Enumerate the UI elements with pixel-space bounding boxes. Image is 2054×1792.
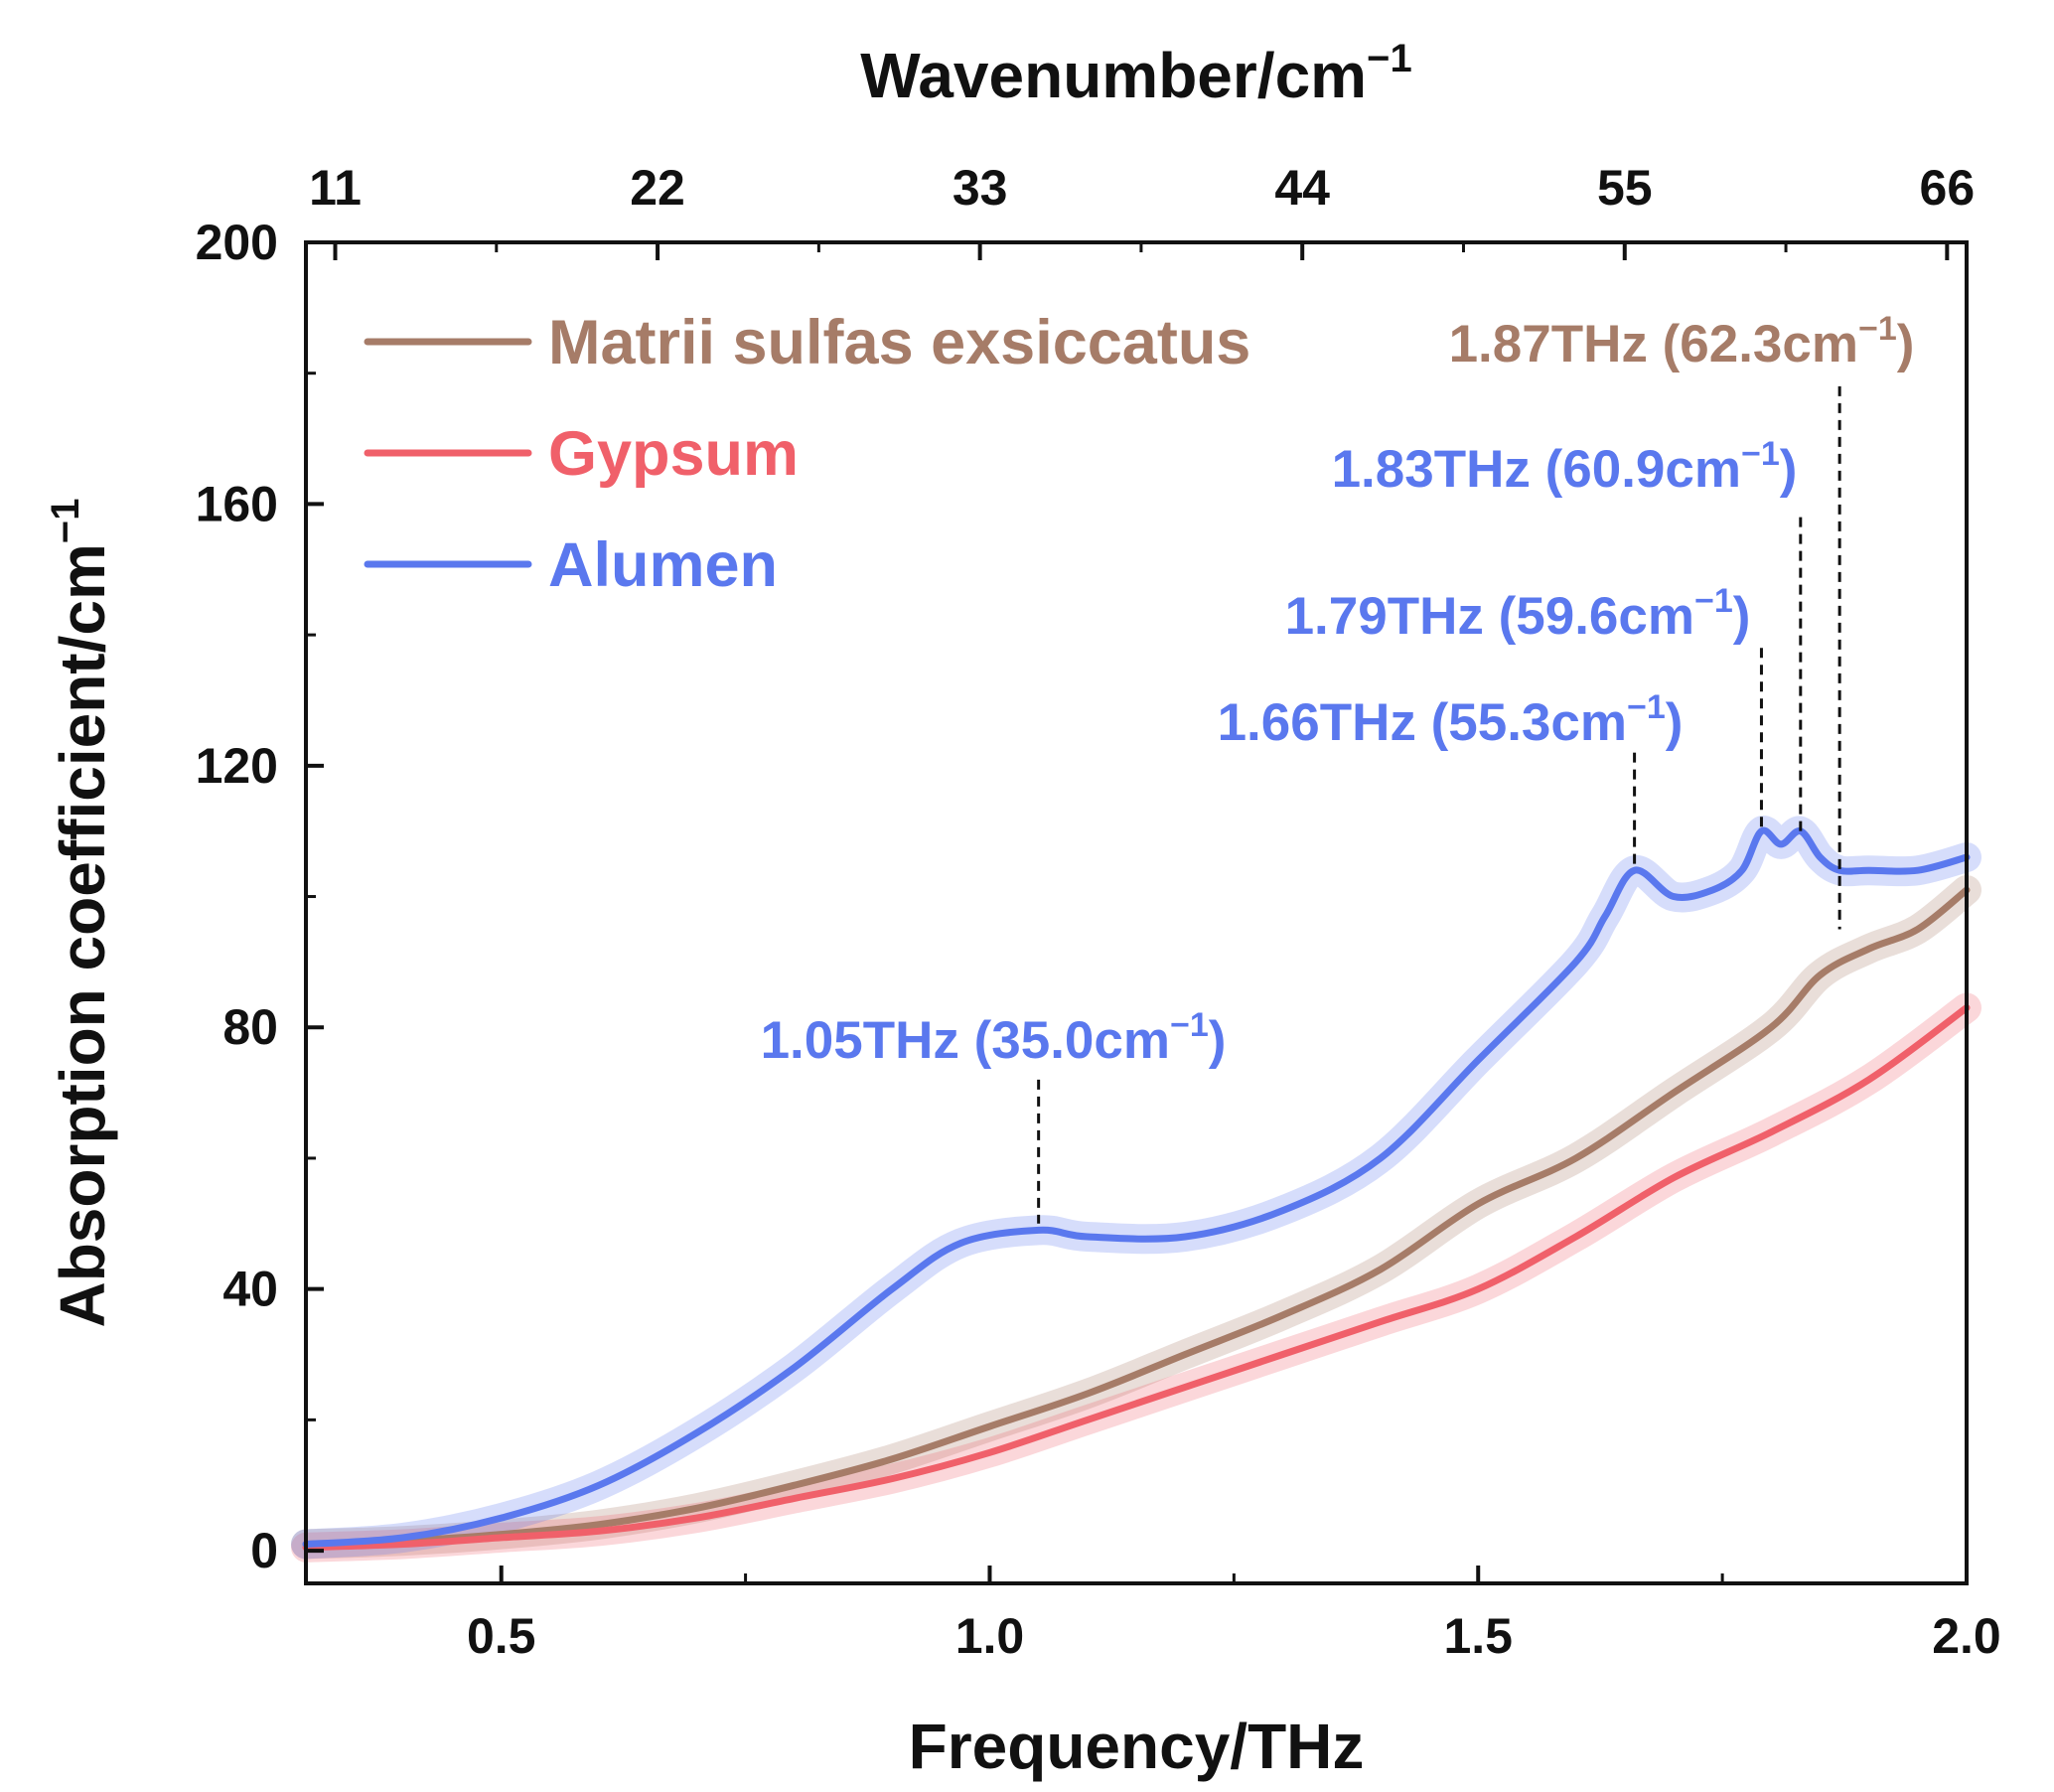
series-line-0: [302, 886, 1971, 1548]
annotation-label: 1.87THz (62.3cm−1): [1449, 310, 1915, 373]
series-band-2: [291, 816, 1981, 1560]
legend-label-2: Alumen: [548, 530, 778, 600]
top-tick-label: 55: [1597, 160, 1653, 216]
y-tick-label: 0: [250, 1523, 278, 1578]
top-tick-label: 66: [1920, 160, 1976, 216]
top-tick-label: 44: [1274, 160, 1330, 216]
y-axis-title-sup: −1: [44, 498, 87, 543]
x-tick-label: 1.5: [1443, 1608, 1513, 1664]
annotation-layer: 1.05THz (35.0cm−1) 1.66THz (55.3cm−1) 1.79…: [761, 310, 1915, 1224]
y-tick-label: 80: [222, 999, 278, 1055]
x-tick-label: 2.0: [1932, 1608, 2001, 1664]
y-tick-label: 200: [196, 215, 278, 270]
top-tick-label: 22: [630, 160, 685, 216]
top-tick-label: 33: [953, 160, 1008, 216]
legend-label-1: Gypsum: [548, 419, 799, 489]
annotation-label: 1.79THz (59.6cm−1): [1285, 582, 1751, 646]
x-tick-label: 1.0: [955, 1608, 1025, 1664]
legend: Matrii sulfas exsiccatus Gypsum Alumen: [364, 308, 1250, 600]
series-band-0: [291, 875, 1981, 1560]
line-layer: [302, 826, 1971, 1552]
top-axis-title-sup: −1: [1367, 37, 1412, 80]
tick-layer: 0.5 1.0 1.5 2.0 0 40 80 120 160 200 11 22 33 44 55 66: [196, 160, 2001, 1664]
annotation-label: 1.05THz (35.0cm−1): [761, 1006, 1227, 1070]
top-tick-label: 11: [309, 160, 362, 216]
y-tick-label: 120: [196, 738, 278, 794]
legend-label-0: Matrii sulfas exsiccatus: [548, 308, 1250, 377]
plot-frame: [304, 240, 1969, 1585]
y-axis-title-text: Absorption coefficient/cm: [47, 543, 118, 1327]
series-band-1: [291, 992, 1981, 1563]
top-axis-title-text: Wavenumber/cm: [860, 40, 1367, 111]
band-layer: [291, 816, 1981, 1563]
annotation-label: 1.83THz (60.9cm−1): [1332, 435, 1798, 499]
series-line-2: [302, 826, 1971, 1548]
y-axis-title: Absorption coefficient/cm−1: [44, 498, 118, 1327]
y-tick-label: 160: [196, 476, 278, 531]
x-axis-title: Frequency/THz: [909, 1711, 1365, 1782]
y-tick-label: 40: [222, 1262, 278, 1317]
top-axis-title: Wavenumber/cm−1: [860, 37, 1411, 111]
annotation-label: 1.66THz (55.3cm−1): [1218, 688, 1684, 752]
series-line-1: [302, 1004, 1971, 1552]
x-tick-label: 0.5: [467, 1608, 536, 1664]
